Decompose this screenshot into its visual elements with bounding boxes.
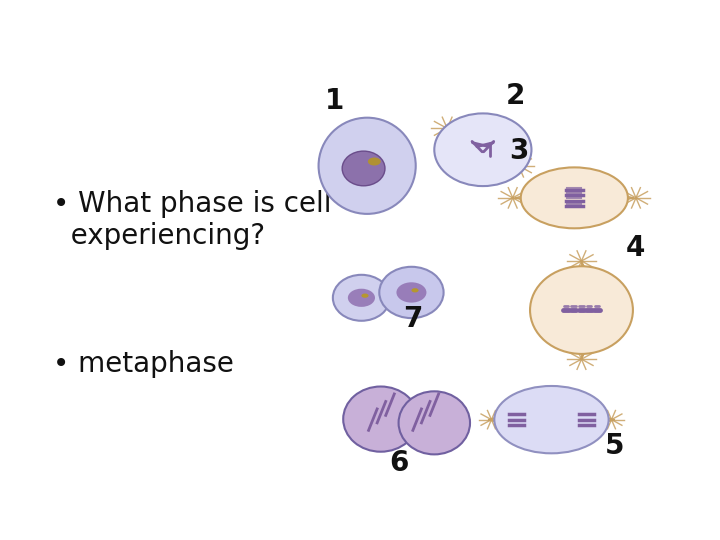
Text: 2: 2 bbox=[505, 82, 525, 110]
Ellipse shape bbox=[530, 266, 633, 354]
Ellipse shape bbox=[343, 387, 418, 452]
Ellipse shape bbox=[342, 151, 385, 186]
Text: 3: 3 bbox=[509, 137, 528, 165]
Text: 1: 1 bbox=[325, 87, 345, 115]
Text: 4: 4 bbox=[626, 234, 644, 262]
Ellipse shape bbox=[318, 118, 415, 214]
Ellipse shape bbox=[434, 113, 531, 186]
Ellipse shape bbox=[368, 158, 381, 166]
Ellipse shape bbox=[399, 392, 470, 454]
Text: 5: 5 bbox=[605, 431, 624, 460]
Text: • metaphase: • metaphase bbox=[53, 350, 234, 378]
Ellipse shape bbox=[348, 289, 375, 307]
Ellipse shape bbox=[411, 288, 418, 293]
Ellipse shape bbox=[379, 267, 444, 318]
Text: • What phase is cell 4
  experiencing?: • What phase is cell 4 experiencing? bbox=[53, 190, 358, 250]
Ellipse shape bbox=[397, 282, 426, 302]
Ellipse shape bbox=[333, 275, 390, 321]
Ellipse shape bbox=[521, 167, 628, 228]
Ellipse shape bbox=[361, 294, 369, 298]
Text: 7: 7 bbox=[403, 305, 423, 333]
Text: 6: 6 bbox=[389, 449, 408, 477]
Ellipse shape bbox=[495, 386, 608, 453]
